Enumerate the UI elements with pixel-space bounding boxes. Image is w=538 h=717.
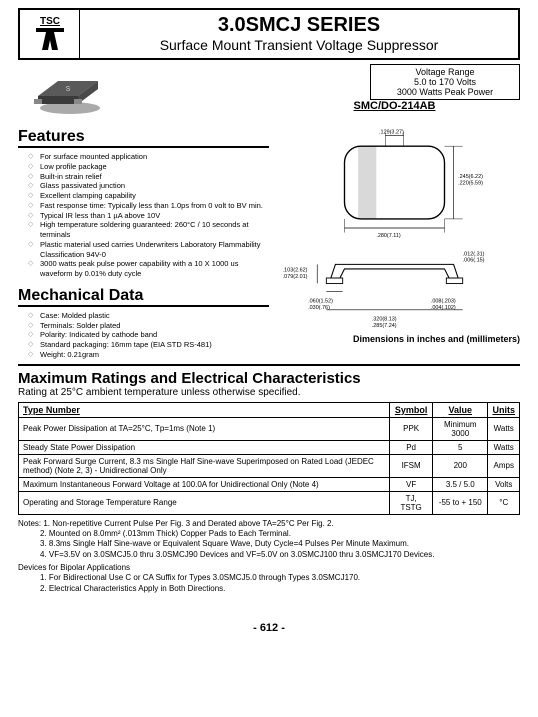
features-list: For surface mounted applicationLow profi… <box>18 152 269 279</box>
table-header: Value <box>433 402 488 417</box>
mech-item: Terminals: Solder plated <box>28 321 269 331</box>
feature-item: Low profile package <box>28 162 269 172</box>
ratings-sub: Rating at 25°C ambient temperature unles… <box>18 387 520 398</box>
package-label: SMC/DO-214AB <box>269 100 520 112</box>
svg-text:.103(2.62).079(2.01): .103(2.62).079(2.01) <box>283 268 308 280</box>
table-cell: Maximum Instantaneous Forward Voltage at… <box>19 477 390 491</box>
feature-item: Excellent clamping capability <box>28 191 269 201</box>
table-cell: Watts <box>488 417 520 440</box>
voltage-range-box: Voltage Range 5.0 to 170 Volts 3000 Watt… <box>370 64 520 100</box>
tsc-logo-icon: TSC <box>28 14 72 54</box>
table-cell: Operating and Storage Temperature Range <box>19 491 390 514</box>
svg-text:.012(.31).006(.15): .012(.31).006(.15) <box>463 251 485 263</box>
table-cell: 5 <box>433 440 488 454</box>
features-title: Features <box>18 128 269 148</box>
table-cell: IFSM <box>390 454 433 477</box>
table-cell: Steady State Power Dissipation <box>19 440 390 454</box>
table-row: Maximum Instantaneous Forward Voltage at… <box>19 477 520 491</box>
page-number: - 612 - <box>18 622 520 634</box>
table-cell: 3.5 / 5.0 <box>433 477 488 491</box>
table-header: Type Number <box>19 402 390 417</box>
table-cell: Peak Forward Surge Current, 8.3 ms Singl… <box>19 454 390 477</box>
title-cell: 3.0SMCJ SERIES Surface Mount Transient V… <box>80 10 518 58</box>
table-cell: Amps <box>488 454 520 477</box>
mech-title: Mechanical Data <box>18 287 269 307</box>
svg-text:.320(8.13).285(7.24): .320(8.13).285(7.24) <box>372 317 397 328</box>
table-cell: PPK <box>390 417 433 440</box>
logo-text: TSC <box>40 16 60 27</box>
dim-note: Dimensions in inches and (millimeters) <box>269 334 520 344</box>
feature-item: 3000 watts peak pulse power capability w… <box>28 259 269 279</box>
table-cell: -55 to + 150 <box>433 491 488 514</box>
feature-item: Plastic material used carries Underwrite… <box>28 240 269 260</box>
bipolar-1: 1. For Bidirectional Use C or CA Suffix … <box>18 573 520 583</box>
svg-text:.008(.203).004(.102): .008(.203).004(.102) <box>431 299 456 311</box>
dim-top-w: .129(3.27) <box>379 129 404 135</box>
feature-item: Fast response time: Typically less than … <box>28 201 269 211</box>
dim-bot-w: .280(7.11) <box>376 233 401 239</box>
svg-text:S: S <box>66 86 71 93</box>
table-cell: Pd <box>390 440 433 454</box>
feature-item: Typical IR less than 1 µA above 10V <box>28 211 269 221</box>
note-4: 4. VF=3.5V on 3.0SMCJ5.0 thru 3.0SMCJ90 … <box>18 550 520 560</box>
table-cell: 200 <box>433 454 488 477</box>
range-label: Voltage Range <box>373 67 517 77</box>
mech-item: Polarity: Indicated by cathode band <box>28 330 269 340</box>
table-cell: Peak Power Dissipation at TA=25°C, Tp=1m… <box>19 417 390 440</box>
feature-item: Glass passivated junction <box>28 181 269 191</box>
header-box: TSC 3.0SMCJ SERIES Surface Mount Transie… <box>18 8 520 60</box>
table-row: Steady State Power DissipationPd5Watts <box>19 440 520 454</box>
bipolar-2: 2. Electrical Characteristics Apply in B… <box>18 584 520 594</box>
logo-cell: TSC <box>20 10 80 58</box>
note-3: 3. 8.3ms Single Half Sine-wave or Equiva… <box>18 539 520 549</box>
table-header: Units <box>488 402 520 417</box>
table-row: Operating and Storage Temperature RangeT… <box>19 491 520 514</box>
feature-item: High temperature soldering guaranteed: 2… <box>28 220 269 240</box>
table-cell: Volts <box>488 477 520 491</box>
table-cell: TJ, TSTG <box>390 491 433 514</box>
divider <box>18 364 520 366</box>
note-1: Notes: 1. Non-repetitive Current Pulse P… <box>18 519 520 529</box>
table-cell: VF <box>390 477 433 491</box>
ratings-title: Maximum Ratings and Electrical Character… <box>18 370 520 387</box>
series-title: 3.0SMCJ SERIES <box>84 14 514 37</box>
feature-item: Built-in strain relief <box>28 172 269 182</box>
mech-item: Standard packaging: 16mm tape (EIA STD R… <box>28 340 269 350</box>
feature-item: For surface mounted application <box>28 152 269 162</box>
svg-text:.245(6.22).220(5.59): .245(6.22).220(5.59) <box>458 174 483 186</box>
chip-image-icon: S <box>28 66 108 116</box>
package-diagram-icon: .129(3.27) .245(6.22).220(5.59) .280(7.1… <box>269 128 520 328</box>
mech-item: Case: Molded plastic <box>28 311 269 321</box>
series-subtitle: Surface Mount Transient Voltage Suppress… <box>84 37 514 53</box>
mech-item: Weight: 0.21gram <box>28 350 269 360</box>
table-header: Symbol <box>390 402 433 417</box>
table-cell: Minimum 3000 <box>433 417 488 440</box>
bipolar-title: Devices for Bipolar Applications <box>18 563 520 573</box>
note-2: 2. Mounted on 8.0mm² (.013mm Thick) Copp… <box>18 529 520 539</box>
range-line2: 3000 Watts Peak Power <box>373 87 517 97</box>
table-row: Peak Forward Surge Current, 8.3 ms Singl… <box>19 454 520 477</box>
mech-list: Case: Molded plasticTerminals: Solder pl… <box>18 311 269 360</box>
table-cell: °C <box>488 491 520 514</box>
ratings-table: Type NumberSymbolValueUnits Peak Power D… <box>18 402 520 515</box>
svg-text:.060(1.52).030(.76): .060(1.52).030(.76) <box>308 299 333 311</box>
range-line1: 5.0 to 170 Volts <box>373 77 517 87</box>
table-cell: Watts <box>488 440 520 454</box>
notes-block: Notes: 1. Non-repetitive Current Pulse P… <box>18 519 520 595</box>
table-row: Peak Power Dissipation at TA=25°C, Tp=1m… <box>19 417 520 440</box>
